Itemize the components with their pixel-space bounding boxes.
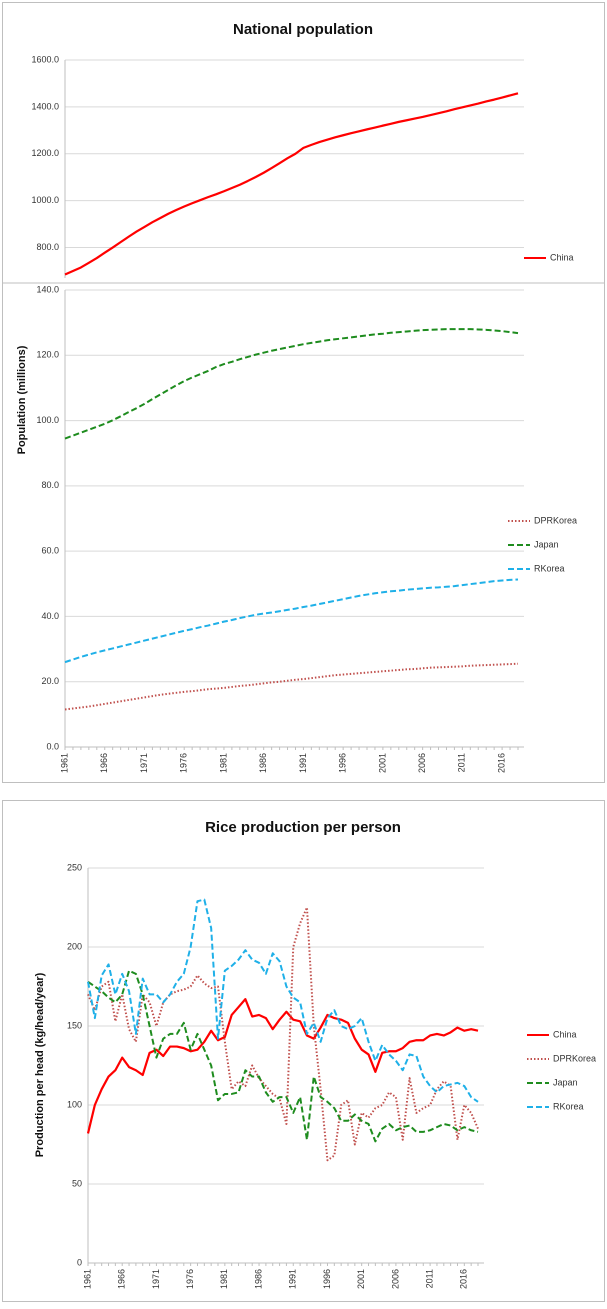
y-tick-label: 250 bbox=[67, 862, 82, 872]
x-tick-label: 1986 bbox=[253, 1269, 263, 1289]
x-tick-label: 2016 bbox=[459, 1269, 469, 1289]
y-axis-label: Population (millions) bbox=[16, 345, 28, 454]
x-tick-label: 1971 bbox=[139, 753, 149, 773]
series-line bbox=[86, 998, 479, 1134]
x-tick-label: 1986 bbox=[258, 753, 268, 773]
series-line bbox=[87, 898, 479, 1103]
series-line bbox=[87, 906, 479, 1162]
series-line bbox=[64, 92, 519, 276]
legend-label: RKorea bbox=[534, 563, 565, 573]
legend-label: Japan bbox=[534, 539, 559, 549]
legend-label: Japan bbox=[553, 1077, 578, 1087]
x-tick-label: 1966 bbox=[117, 1269, 127, 1289]
series-line bbox=[64, 328, 519, 440]
x-tick-label: 1971 bbox=[151, 1269, 161, 1289]
chart-frame bbox=[2, 2, 605, 783]
x-tick-label: 1991 bbox=[288, 1269, 298, 1289]
y-tick-label: 800.0 bbox=[36, 242, 59, 252]
y-tick-label: 1200.0 bbox=[31, 148, 59, 158]
chart-title: National population bbox=[233, 21, 373, 38]
series-line bbox=[64, 662, 519, 711]
legend-label: RKorea bbox=[553, 1101, 584, 1111]
x-tick-label: 2016 bbox=[496, 753, 506, 773]
y-tick-label: 100 bbox=[67, 1099, 82, 1109]
x-tick-label: 2001 bbox=[356, 1269, 366, 1289]
x-tick-label: 1976 bbox=[179, 753, 189, 773]
y-tick-label: 60.0 bbox=[41, 546, 59, 556]
chart-frame bbox=[2, 800, 605, 1302]
y-tick-label: 80.0 bbox=[41, 480, 59, 490]
legend-label: DPRKorea bbox=[553, 1053, 596, 1063]
y-tick-label: 1000.0 bbox=[31, 195, 59, 205]
y-tick-label: 150 bbox=[67, 1020, 82, 1030]
chart-title: Rice production per person bbox=[205, 819, 401, 836]
y-tick-label: 1400.0 bbox=[31, 101, 59, 111]
x-tick-label: 1966 bbox=[99, 753, 109, 773]
x-tick-label: 1981 bbox=[218, 753, 228, 773]
y-tick-label: 140.0 bbox=[36, 284, 59, 294]
y-tick-label: 50 bbox=[72, 1178, 82, 1188]
legend-label: China bbox=[550, 252, 574, 262]
x-tick-label: 1976 bbox=[185, 1269, 195, 1289]
x-tick-label: 1961 bbox=[82, 1269, 92, 1289]
y-tick-label: 40.0 bbox=[41, 611, 59, 621]
x-tick-label: 2011 bbox=[424, 1269, 434, 1288]
y-tick-label: 200 bbox=[67, 941, 82, 951]
x-tick-label: 2006 bbox=[390, 1269, 400, 1289]
y-axis-label: Production per head (kg/head/year) bbox=[34, 972, 46, 1157]
x-tick-label: 2006 bbox=[417, 753, 427, 773]
x-tick-label: 1991 bbox=[298, 753, 308, 773]
y-tick-label: 0.0 bbox=[46, 741, 59, 751]
x-tick-label: 2001 bbox=[377, 753, 387, 773]
x-tick-label: 1996 bbox=[322, 1269, 332, 1289]
x-tick-label: 2011 bbox=[457, 753, 467, 772]
x-tick-label: 1981 bbox=[219, 1269, 229, 1289]
y-tick-label: 120.0 bbox=[36, 350, 59, 360]
y-tick-label: 0 bbox=[77, 1257, 82, 1267]
x-tick-label: 1996 bbox=[338, 753, 348, 773]
series-line bbox=[87, 969, 479, 1143]
y-tick-label: 20.0 bbox=[41, 676, 59, 686]
legend-label: DPRKorea bbox=[534, 515, 577, 525]
y-tick-label: 1600.0 bbox=[31, 54, 59, 64]
x-tick-label: 1961 bbox=[59, 753, 69, 773]
y-tick-label: 100.0 bbox=[36, 415, 59, 425]
legend-label: China bbox=[553, 1029, 577, 1039]
